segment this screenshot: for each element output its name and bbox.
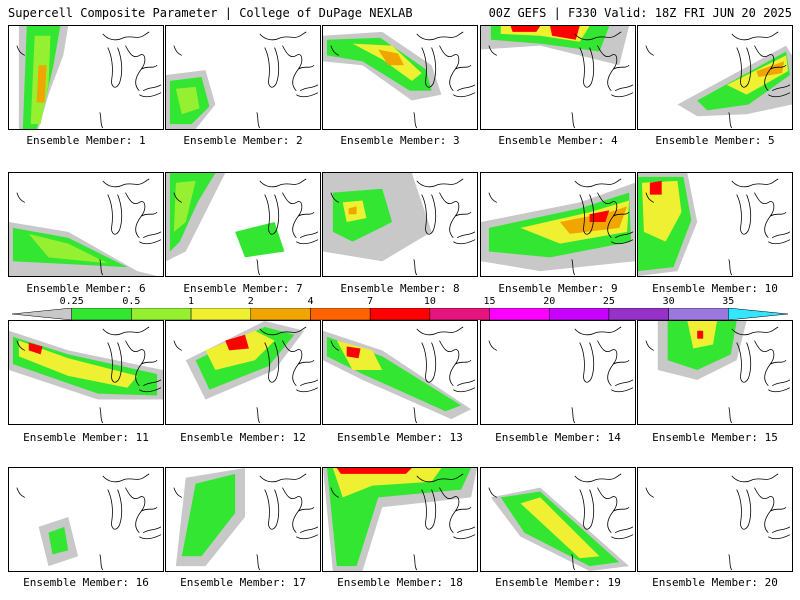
- ensemble-panel-10: [637, 172, 793, 277]
- ensemble-panel-19: [480, 467, 636, 572]
- ensemble-member-label-3: Ensemble Member: 3: [340, 134, 460, 147]
- ensemble-panel-14: [480, 320, 636, 425]
- legend-swatch: [190, 308, 252, 320]
- legend-tick-label: 0.25: [59, 296, 84, 307]
- legend-tick-label: 10: [423, 296, 436, 307]
- legend-swatch: [429, 308, 490, 320]
- ensemble-map-1: [16, 26, 162, 129]
- ensemble-map-9: [481, 178, 635, 276]
- ensemble-member-label-13: Ensemble Member: 13: [337, 431, 463, 444]
- ensemble-member-label-15: Ensemble Member: 15: [652, 431, 778, 444]
- ensemble-panel-11: [8, 320, 164, 425]
- ensemble-map-13: [323, 326, 476, 424]
- valid-time: 00Z GEFS | F330 Valid: 18Z FRI JUN 20 20…: [488, 6, 792, 20]
- legend-swatch: [131, 308, 192, 320]
- ensemble-member-label-10: Ensemble Member: 10: [652, 282, 778, 295]
- ensemble-panel-1: [8, 25, 164, 130]
- legend-swatch: [489, 308, 550, 320]
- ensemble-panel-9: [480, 172, 636, 277]
- ensemble-map-10: [638, 173, 791, 276]
- legend-swatch: [12, 308, 72, 320]
- ensemble-member-label-20: Ensemble Member: 20: [652, 576, 778, 589]
- ensemble-panel-20: [637, 467, 793, 572]
- legend-tick-label: 2: [247, 296, 254, 307]
- ensemble-map-3: [323, 31, 476, 129]
- legend-tick-label: 4: [307, 296, 314, 307]
- legend-swatch: [608, 308, 669, 320]
- ensemble-panel-4: [480, 25, 636, 130]
- page-title: Supercell Composite Parameter | College …: [8, 6, 413, 20]
- ensemble-panel-6: [8, 172, 164, 277]
- ensemble-panel-16: [8, 467, 164, 572]
- ensemble-member-label-11: Ensemble Member: 11: [23, 431, 149, 444]
- ensemble-map-12: [173, 321, 319, 424]
- legend-tick-label: 7: [367, 296, 374, 307]
- ensemble-panel-8: [322, 172, 478, 277]
- ensemble-map-15: [645, 321, 791, 424]
- ensemble-panel-7: [165, 172, 321, 277]
- ensemble-panel-15: [637, 320, 793, 425]
- ensemble-map-20: [645, 473, 791, 571]
- legend-tick-label: 0.5: [122, 296, 141, 307]
- ensemble-map-14: [488, 326, 634, 424]
- legend-tick-label: 35: [722, 296, 735, 307]
- ensemble-map-19: [488, 473, 634, 571]
- ensemble-member-label-16: Ensemble Member: 16: [23, 576, 149, 589]
- ensemble-map-8: [323, 173, 476, 276]
- legend-tick-label: 20: [543, 296, 556, 307]
- ensemble-member-label-18: Ensemble Member: 18: [337, 576, 463, 589]
- ensemble-panel-18: [322, 467, 478, 572]
- legend-swatch: [250, 308, 311, 320]
- legend-tick-label: 30: [662, 296, 675, 307]
- legend-swatch: [310, 308, 371, 320]
- ensemble-map-5: [645, 31, 792, 129]
- ensemble-member-label-14: Ensemble Member: 14: [495, 431, 621, 444]
- legend-tick-label: 1: [188, 296, 195, 307]
- ensemble-panel-2: [165, 25, 321, 130]
- ensemble-member-label-4: Ensemble Member: 4: [498, 134, 618, 147]
- ensemble-member-label-5: Ensemble Member: 5: [655, 134, 775, 147]
- ensemble-panel-13: [322, 320, 478, 425]
- ensemble-member-label-17: Ensemble Member: 17: [180, 576, 306, 589]
- ensemble-map-4: [481, 26, 634, 129]
- ensemble-panel-12: [165, 320, 321, 425]
- ensemble-map-18: [323, 468, 477, 571]
- legend-swatch: [728, 308, 788, 320]
- ensemble-map-11: [9, 326, 163, 424]
- ensemble-member-label-1: Ensemble Member: 1: [26, 134, 146, 147]
- legend-tick-label: 25: [602, 296, 615, 307]
- legend-tick-label: 15: [483, 296, 496, 307]
- ensemble-member-label-9: Ensemble Member: 9: [498, 282, 618, 295]
- ensemble-panel-17: [165, 467, 321, 572]
- ensemble-map-17: [173, 468, 319, 571]
- ensemble-map-7: [166, 173, 319, 276]
- ensemble-member-label-19: Ensemble Member: 19: [495, 576, 621, 589]
- legend-swatch: [548, 308, 610, 320]
- legend-swatch: [369, 308, 431, 320]
- ensemble-map-6: [9, 178, 162, 276]
- ensemble-panel-3: [322, 25, 478, 130]
- ensemble-member-label-7: Ensemble Member: 7: [183, 282, 303, 295]
- color-legend: [12, 308, 788, 320]
- legend-swatch: [71, 308, 132, 320]
- ensemble-member-label-6: Ensemble Member: 6: [26, 282, 146, 295]
- ensemble-map-2: [166, 31, 319, 129]
- ensemble-panel-5: [637, 25, 793, 130]
- legend-swatch: [668, 308, 729, 320]
- ensemble-member-label-8: Ensemble Member: 8: [340, 282, 460, 295]
- ensemble-member-label-2: Ensemble Member: 2: [183, 134, 303, 147]
- ensemble-member-label-12: Ensemble Member: 12: [180, 431, 306, 444]
- ensemble-map-16: [16, 473, 162, 571]
